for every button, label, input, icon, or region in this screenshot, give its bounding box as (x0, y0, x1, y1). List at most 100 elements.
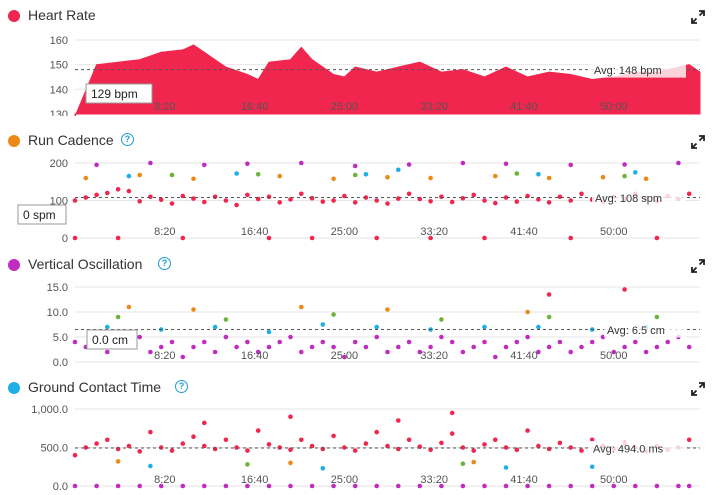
data-point (288, 334, 293, 340)
vertical-oscillation-panel: Vertical Oscillation ? 0.0 5.0 10.0 15.0 8:2… (0, 255, 715, 370)
data-point (169, 339, 175, 345)
data-point (471, 459, 477, 465)
x-tick-label: 8:20 (154, 101, 175, 113)
expand-icon[interactable] (691, 259, 705, 273)
data-point (686, 437, 692, 443)
data-point (460, 461, 466, 466)
data-point (482, 442, 487, 447)
data-point (686, 191, 692, 197)
data-point (460, 349, 466, 355)
average-label-bg (592, 190, 686, 206)
y-tick-label: 0.0 (53, 481, 68, 493)
data-point (180, 235, 186, 241)
data-point (105, 437, 110, 443)
data-point (374, 198, 380, 203)
panel-header: Run Cadence ? (0, 131, 715, 151)
data-point (385, 349, 390, 355)
expand-icon[interactable] (691, 135, 705, 149)
data-point (622, 287, 627, 292)
x-tick-label: 8:20 (154, 226, 175, 238)
data-point (137, 483, 142, 489)
help-circle-icon[interactable]: ? (121, 133, 134, 146)
data-point (180, 441, 186, 446)
data-point (115, 459, 121, 464)
expand-icon[interactable] (691, 382, 705, 396)
data-point (546, 292, 552, 297)
x-tick-label: 25:00 (331, 350, 359, 362)
data-point (212, 349, 218, 355)
data-point (536, 197, 541, 202)
data-point (180, 354, 186, 360)
data-point (633, 170, 638, 175)
data-point (255, 349, 261, 355)
data-point (503, 195, 509, 200)
data-point (611, 349, 617, 355)
data-point (277, 200, 283, 205)
help-circle-icon[interactable]: ? (175, 380, 188, 393)
data-point (493, 173, 498, 179)
data-point (158, 344, 164, 350)
data-point (115, 235, 121, 241)
data-point (191, 307, 196, 312)
data-point (126, 443, 132, 449)
data-point (331, 312, 336, 317)
data-point (234, 344, 239, 350)
data-point (212, 446, 218, 452)
data-point (654, 483, 660, 489)
data-point (449, 199, 455, 205)
data-point (643, 176, 649, 182)
help-circle-icon[interactable]: ? (158, 257, 171, 270)
data-point (137, 172, 142, 178)
data-point (482, 198, 487, 203)
data-point (385, 443, 390, 449)
data-point (589, 483, 595, 489)
expand-icon[interactable] (691, 10, 705, 24)
data-point (525, 309, 530, 315)
data-point (514, 339, 520, 345)
data-point (460, 196, 466, 201)
data-point (482, 339, 487, 345)
data-point (234, 202, 239, 208)
data-point (374, 324, 380, 330)
x-tick-label: 16:40 (241, 474, 269, 486)
data-point (568, 445, 573, 450)
x-tick-label: 41:40 (510, 350, 538, 362)
data-point (546, 314, 552, 320)
data-point (202, 162, 207, 168)
data-point (245, 483, 250, 489)
y-tick-label: 1,000.0 (31, 404, 68, 416)
y-tick-label: 140 (50, 84, 68, 96)
x-tick-label: 50:00 (600, 226, 628, 238)
data-point (557, 339, 563, 345)
data-point (396, 446, 401, 452)
data-point (148, 194, 153, 200)
y-tick-label: 10.0 (47, 307, 68, 319)
data-point (385, 201, 390, 206)
data-point (546, 200, 552, 205)
data-point (94, 162, 99, 168)
ground-contact-time-chart: 0.0 500.0 1,000.0 8:20 16:40 25:00 33:20 41:40 5… (31, 404, 700, 493)
data-point (428, 235, 433, 241)
data-point (352, 448, 358, 453)
data-point (309, 235, 315, 241)
tooltip-value: 0.0 cm (92, 333, 128, 347)
data-point (536, 443, 541, 449)
data-point (234, 171, 239, 176)
data-point (396, 196, 401, 201)
data-point (158, 483, 164, 489)
data-point (245, 192, 250, 198)
data-point (525, 334, 530, 340)
data-point (266, 194, 272, 200)
data-point (331, 344, 336, 350)
data-point (331, 483, 336, 489)
data-point (439, 440, 444, 446)
tooltip-value: 129 bpm (91, 87, 138, 101)
data-point (72, 198, 78, 203)
data-point (579, 191, 584, 197)
x-tick-label: 41:40 (510, 101, 538, 113)
data-point (546, 175, 552, 181)
data-point (288, 197, 293, 202)
data-point (352, 163, 358, 169)
data-point (245, 462, 250, 467)
data-point (482, 235, 487, 241)
